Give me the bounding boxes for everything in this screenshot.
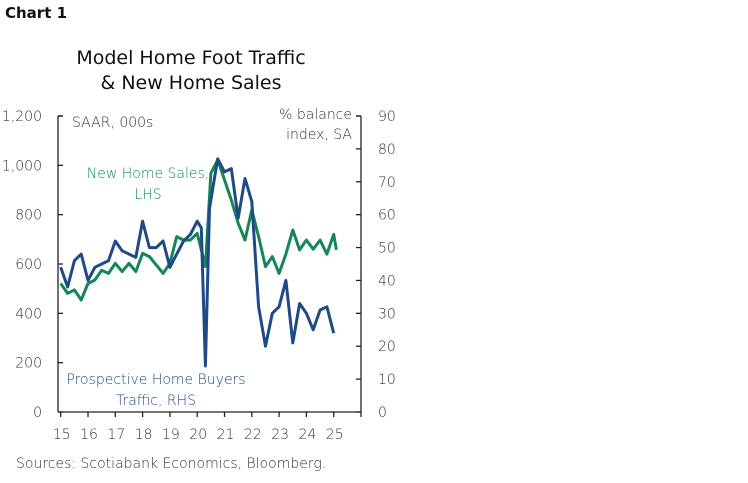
x-tick-label: 25: [326, 427, 344, 443]
right-tick-label: 40: [378, 273, 396, 289]
left-tick-label: 800: [15, 208, 42, 224]
series-label-new-home-sales-1: New Home Sales,: [87, 166, 210, 182]
right-tick-label: 90: [378, 109, 396, 125]
x-tick-label: 22: [244, 427, 262, 443]
left-tick-label: 1,000: [2, 158, 42, 174]
right-tick-label: 10: [378, 372, 396, 388]
series-label-traffic-1: Prospective Home Buyers: [66, 372, 245, 388]
x-tick-label: 19: [162, 427, 180, 443]
chart-title-line-1: Model Home Foot Traffic: [76, 47, 305, 69]
left-tick-label: 1,200: [2, 109, 42, 125]
right-axis-label-line-1: % balance: [279, 107, 352, 123]
right-tick-label: 30: [378, 306, 396, 322]
right-tick-label: 0: [378, 405, 387, 421]
x-tick-label: 24: [298, 427, 316, 443]
axes: 0 200 400 600 800 1,000 1,200 0 10 20 30 40 50 60 70 80…: [2, 109, 396, 443]
x-tick-label: 23: [271, 427, 289, 443]
chart-number: Chart 1: [5, 4, 67, 22]
left-tick-label: 0: [33, 405, 42, 421]
left-tick-label: 400: [15, 306, 42, 322]
right-tick-label: 80: [378, 142, 396, 158]
x-tick-label: 20: [189, 427, 207, 443]
x-tick-label: 16: [80, 427, 98, 443]
left-tick-label: 600: [15, 257, 42, 273]
left-tick-label: 200: [15, 356, 42, 372]
x-tick-label: 15: [53, 427, 71, 443]
x-tick-label: 17: [107, 427, 125, 443]
series-line-prospective-buyers-traffic: [59, 157, 336, 368]
x-tick-label: 18: [135, 427, 153, 443]
right-tick-label: 70: [378, 175, 396, 191]
right-axis-label-line-2: index, SA: [286, 127, 352, 143]
left-axis-label: SAAR, 000s: [72, 115, 153, 131]
source-note: Sources: Scotiabank Economics, Bloomberg…: [16, 456, 326, 472]
x-tick-label: 21: [217, 427, 235, 443]
series-lines: [59, 157, 338, 368]
right-tick-label: 20: [378, 339, 396, 355]
series-label-traffic-2: Traffic, RHS: [116, 393, 196, 409]
chart-title-line-2: & New Home Sales: [100, 72, 281, 94]
series-label-new-home-sales-2: LHS: [134, 187, 161, 203]
right-tick-label: 50: [378, 241, 396, 257]
right-tick-label: 60: [378, 208, 396, 224]
